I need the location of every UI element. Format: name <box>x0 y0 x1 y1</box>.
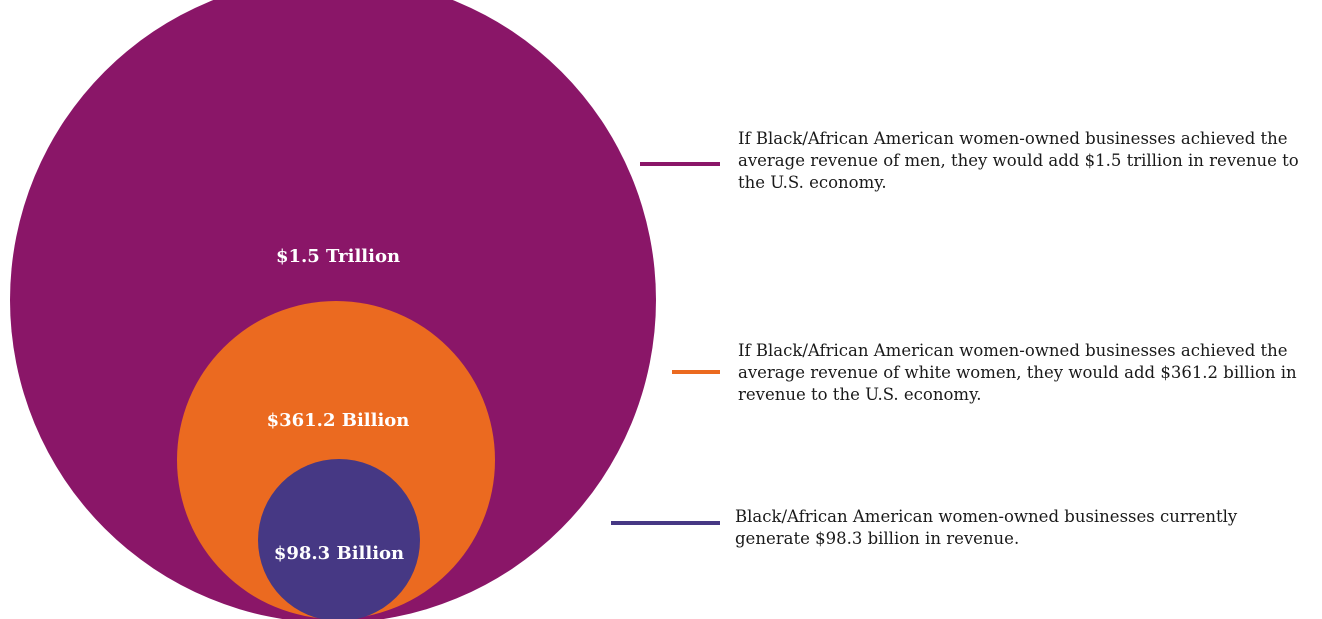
bubble-current <box>258 459 420 619</box>
bubble-label-white-women: $361.2 Billion <box>267 410 410 431</box>
annotation-trillion: If Black/African American women-owned bu… <box>738 129 1299 192</box>
bubble-label-current: $98.3 Billion <box>274 543 404 564</box>
annotation-white-women: If Black/African American women-owned bu… <box>738 341 1297 404</box>
annotation-current: Black/African American women-owned busin… <box>735 507 1238 548</box>
bubble-label-trillion: $1.5 Trillion <box>276 246 400 267</box>
